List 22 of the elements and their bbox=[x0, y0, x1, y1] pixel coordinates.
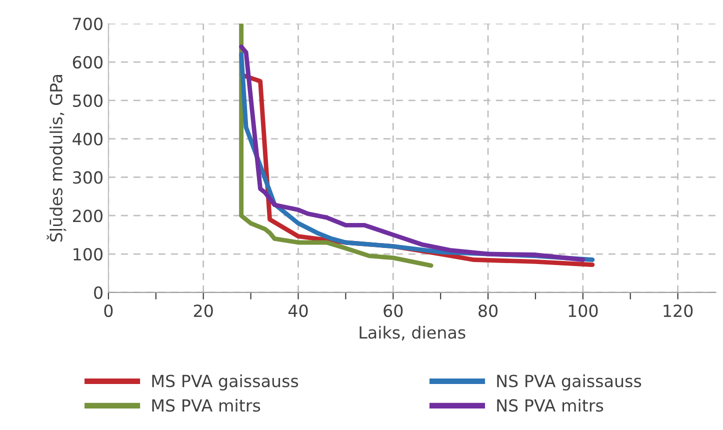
legend-label: MS PVA mitrs bbox=[152, 398, 260, 412]
legend-label: MS PVA gaissauss bbox=[152, 374, 298, 391]
y-tick-label: 600 bbox=[72, 56, 102, 69]
y-tick-label: 500 bbox=[73, 94, 102, 108]
x-axis-title: Laiks, dienas bbox=[360, 326, 466, 340]
x-tick-label: 20 bbox=[194, 304, 213, 318]
line-series bbox=[239, 24, 434, 268]
x-tick-label: 100 bbox=[568, 304, 598, 318]
y-tick-label: 400 bbox=[72, 132, 102, 146]
y-tick-label: 300 bbox=[73, 171, 102, 184]
x-tick-label: 120 bbox=[664, 304, 693, 318]
x-tick-label: 0 bbox=[104, 304, 113, 318]
y-axis-title: Šļūdes modulis, GPa bbox=[46, 74, 66, 242]
x-tick-label: 80 bbox=[478, 304, 498, 318]
x-tick-label: 40 bbox=[288, 304, 308, 318]
legend-label: NS PVA gaissauss bbox=[497, 374, 642, 391]
x-tick-label: 60 bbox=[384, 304, 403, 318]
y-tick-label: 200 bbox=[73, 210, 102, 222]
y-tick-label: 0 bbox=[94, 286, 102, 299]
y-tick-label: 100 bbox=[74, 248, 102, 261]
legend-label: NS PVA mitrs bbox=[497, 398, 604, 412]
y-tick-label: 700 bbox=[73, 18, 102, 30]
